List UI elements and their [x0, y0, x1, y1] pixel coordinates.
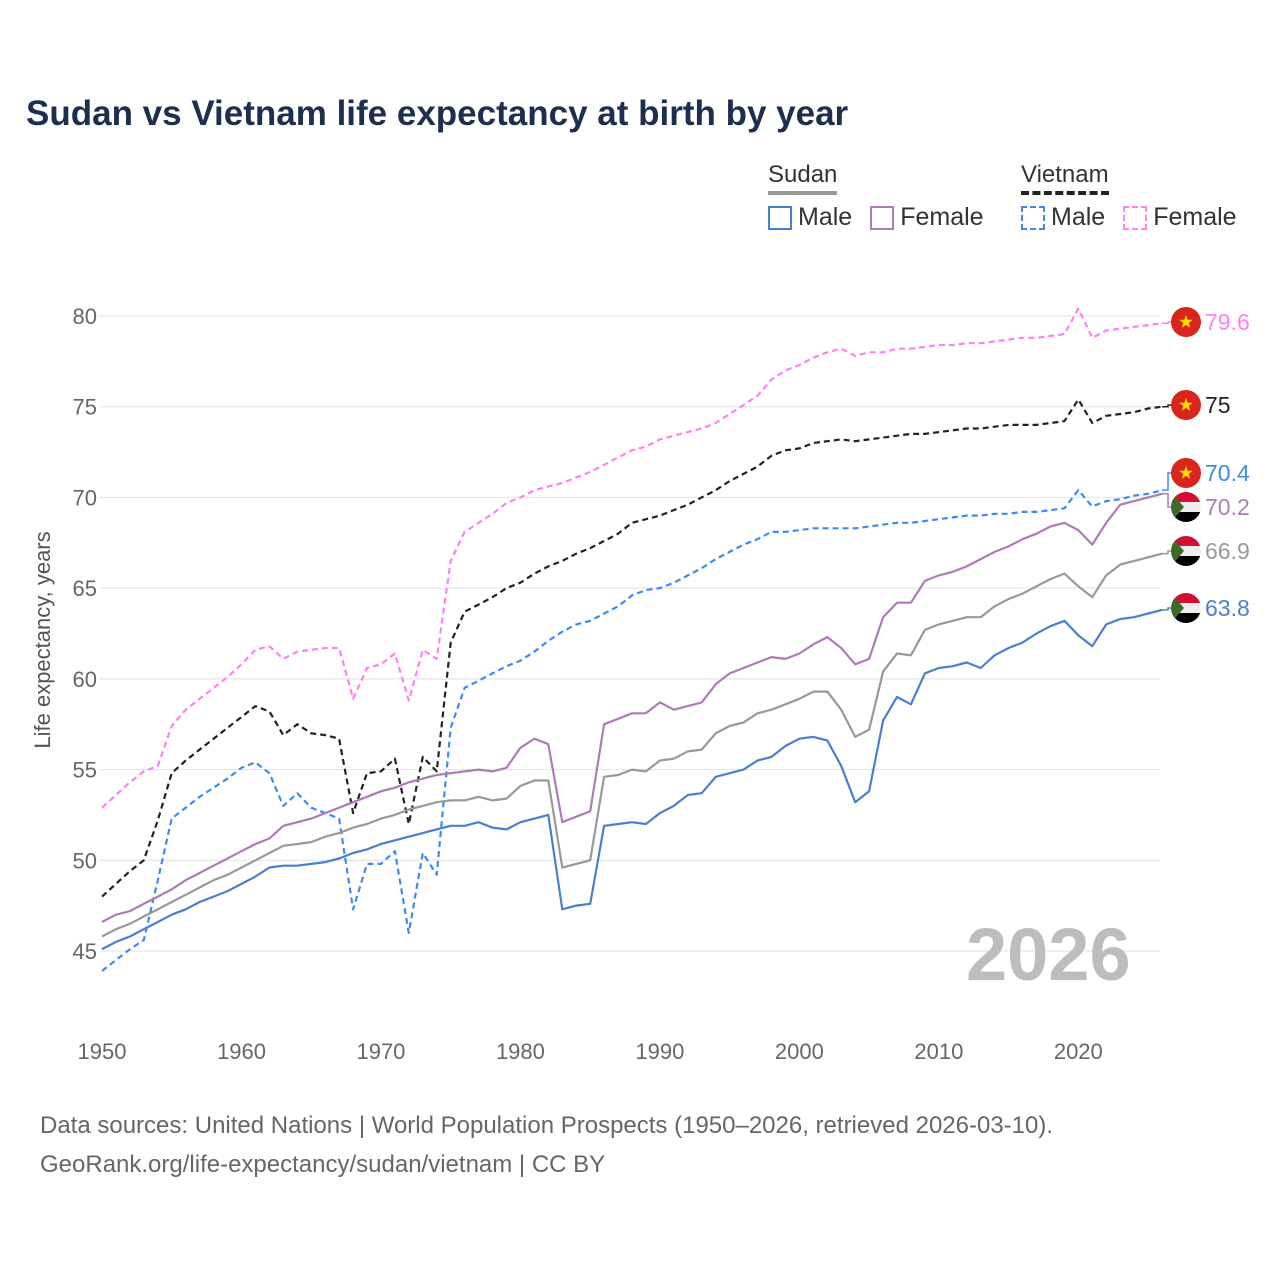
- y-tick-label: 55: [73, 758, 97, 783]
- sudan-flag-icon: [1171, 492, 1201, 522]
- legend-vietnam-heading: Vietnam: [1021, 161, 1109, 195]
- end-connector: [1162, 550, 1172, 555]
- x-tick-label: 1950: [78, 1039, 127, 1064]
- sudan-flag-icon: [1171, 593, 1201, 623]
- x-tick-label: 1960: [217, 1039, 266, 1064]
- source-link[interactable]: GeoRank.org/life-expectancy/sudan/vietna…: [40, 1151, 606, 1178]
- vietnam-flag-icon: [1171, 307, 1201, 337]
- legend-swatch: [870, 205, 895, 230]
- end-connector: [1162, 321, 1172, 325]
- x-tick-label: 1990: [635, 1039, 684, 1064]
- series-line-sudan-female[interactable]: [101, 492, 1163, 923]
- y-tick-label: 45: [73, 939, 97, 964]
- vietnam-flag-icon: [1171, 458, 1201, 488]
- end-connector: [1162, 404, 1172, 408]
- legend-vietnam: Vietnam Male Female: [1021, 160, 1237, 232]
- legend-sudan-female[interactable]: Female: [870, 203, 984, 232]
- end-connector: [1162, 493, 1172, 508]
- series-line-vietnam-male[interactable]: [101, 489, 1163, 972]
- series-line-vietnam-female[interactable]: [101, 307, 1163, 809]
- series-line-sudan[interactable]: [101, 552, 1163, 938]
- y-tick-label: 65: [73, 576, 97, 601]
- legend-label: Female: [900, 203, 984, 231]
- y-axis-label: Life expectancy, years: [30, 531, 55, 748]
- legend-sudan-heading: Sudan: [768, 161, 838, 195]
- legend-swatch: [1123, 205, 1148, 230]
- x-tick-label: 2020: [1054, 1039, 1103, 1064]
- y-tick-label: 50: [73, 848, 97, 873]
- legend-vietnam-male[interactable]: Male: [1021, 203, 1105, 232]
- legend-swatch: [768, 205, 792, 230]
- x-tick-label: 2000: [775, 1039, 824, 1064]
- source-note: Data sources: United Nations | World Pop…: [40, 1106, 1053, 1184]
- end-connector: [1162, 472, 1172, 491]
- end-value-label: 70.2: [1205, 494, 1250, 520]
- legend-swatch: [1021, 205, 1045, 230]
- x-tick-label: 1970: [356, 1039, 405, 1064]
- y-tick-label: 70: [73, 485, 97, 510]
- x-tick-label: 1980: [496, 1039, 545, 1064]
- end-value-label: 75: [1205, 392, 1231, 418]
- y-tick-label: 75: [73, 395, 97, 420]
- chart-title: Sudan vs Vietnam life expectancy at birt…: [26, 94, 849, 133]
- series-line-sudan-male[interactable]: [101, 608, 1163, 951]
- legend-sudan: Sudan Male Female: [768, 160, 984, 232]
- end-value-label: 63.8: [1205, 595, 1250, 621]
- y-tick-label: 60: [73, 667, 97, 692]
- legend-label: Female: [1153, 203, 1237, 231]
- vietnam-flag-icon: [1171, 390, 1201, 420]
- end-connector: [1162, 607, 1172, 611]
- series-line-vietnam[interactable]: [101, 398, 1163, 898]
- legend-vietnam-female[interactable]: Female: [1123, 203, 1237, 232]
- source-line: Data sources: United Nations | World Pop…: [40, 1112, 1054, 1139]
- legend-label: Male: [1051, 203, 1106, 231]
- year-watermark: 2026: [966, 913, 1131, 996]
- x-tick-label: 2010: [914, 1039, 963, 1064]
- legend-sudan-male[interactable]: Male: [768, 203, 852, 232]
- end-value-label: 79.6: [1205, 309, 1250, 335]
- legend-label: Male: [798, 203, 853, 231]
- sudan-flag-icon: [1171, 536, 1201, 566]
- end-value-label: 70.4: [1205, 460, 1250, 486]
- y-tick-label: 80: [73, 304, 97, 329]
- end-value-label: 66.9: [1205, 538, 1250, 564]
